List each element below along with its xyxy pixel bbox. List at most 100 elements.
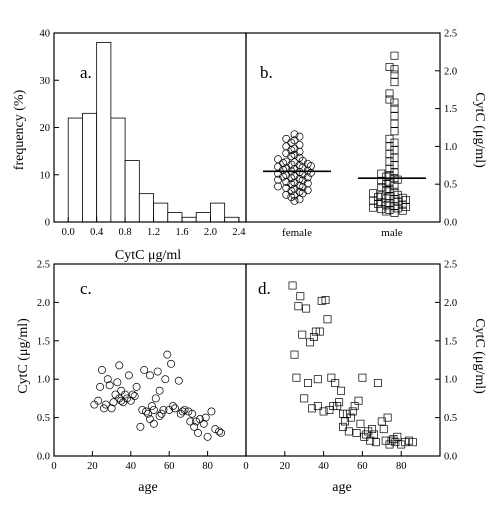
male-square-marker: [390, 104, 399, 113]
scatter-point-circle: [171, 404, 179, 413]
y-axis-a-tick-label: 40: [40, 29, 51, 40]
y-axis-d-tick-label: 0.5: [444, 413, 457, 424]
histogram-bar: [67, 117, 83, 223]
scatter-point-circle: [184, 407, 193, 416]
female-circle-marker: [303, 186, 312, 195]
scatter-point-square: [373, 379, 382, 387]
male-square-marker: [377, 191, 386, 200]
x-axis-c-tick-label: 80: [202, 461, 213, 472]
scatter-point-square: [356, 419, 365, 428]
x-axis-a-tick-label: 0.8: [119, 227, 132, 238]
scatter-point-circle: [153, 367, 162, 376]
scatter-point-circle: [132, 382, 141, 391]
scatter-point-square: [391, 438, 400, 447]
scatter-point-circle: [146, 371, 154, 380]
scatter-point-square: [339, 422, 347, 431]
y-axis-c-tick-label: 2.5: [37, 260, 50, 271]
scatter-point-square: [354, 396, 363, 405]
y-axis-d-tick-label: 0.0: [444, 452, 457, 463]
histogram-bar: [138, 193, 154, 223]
male-square-marker: [390, 98, 399, 107]
y-axis-c-tick-label: 2.0: [37, 298, 50, 309]
x-axis-d-tick-label: 40: [318, 461, 329, 472]
scatter-point-square: [348, 407, 357, 416]
histogram-bar: [224, 216, 240, 223]
scatter-point-circle: [119, 398, 128, 407]
male-square-marker: [382, 186, 391, 195]
histogram-bar: [110, 117, 126, 223]
female-circle-marker: [290, 136, 299, 145]
x-axis-c-tick-label: 40: [126, 461, 137, 472]
scatter-point-circle: [180, 405, 189, 414]
male-square-marker: [390, 168, 399, 177]
panel-d-tag: d.: [258, 279, 271, 298]
y-axis-a-tick-label: 10: [40, 170, 51, 181]
scatter-markers-d: [288, 281, 417, 449]
scatter-point-circle: [174, 376, 183, 385]
x-axis-d-tick-label: 0: [243, 461, 248, 472]
panel-a-x-axis-title: CytC μg/ml: [115, 248, 181, 263]
scatter-point-circle: [176, 409, 185, 418]
male-square-marker: [382, 201, 391, 210]
x-axis-a-tick-label: 2.0: [204, 227, 217, 238]
male-square-marker: [393, 175, 402, 184]
male-square-marker: [390, 195, 399, 204]
scatter-point-circle: [117, 386, 126, 395]
scatter-point-square: [331, 379, 340, 387]
scatter-point-square: [319, 407, 328, 416]
scatter-point-circle: [144, 409, 153, 418]
female-circle-marker: [274, 162, 283, 171]
scatter-point-circle: [163, 350, 172, 359]
scatter-point-circle: [195, 415, 204, 424]
scatter-point-square: [321, 296, 330, 305]
scatter-point-circle: [190, 422, 199, 431]
female-circle-marker: [282, 184, 291, 192]
scatter-point-circle: [126, 396, 135, 405]
male-square-marker: [385, 192, 394, 201]
scatter-point-circle: [178, 407, 187, 416]
female-circle-marker: [295, 153, 304, 162]
female-circle-marker: [290, 130, 299, 139]
scatter-point-circle: [155, 386, 164, 395]
male-square-marker: [385, 178, 394, 187]
scatter-point-square: [300, 394, 309, 403]
panel-a: 0 10 20 30 40 0.0 0.4 0.8 1.2 1.6 2.0 2.4 a. CytC μ…: [12, 29, 247, 263]
scatter-point-circle: [128, 390, 137, 399]
scatter-point-square: [408, 438, 417, 447]
scatter-point-square: [290, 350, 299, 359]
histogram-bar: [82, 112, 98, 223]
male-square-marker: [377, 183, 386, 192]
panel-d-axes: 0.0 0.5 1.0 1.5 2.0 2.5 0 20 40 60 80: [243, 260, 457, 473]
male-square-marker: [385, 63, 394, 71]
scatter-point-circle: [138, 405, 147, 414]
scatter-point-circle: [199, 419, 208, 428]
scatter-point-circle: [98, 366, 106, 374]
x-axis-d-tick-label: 20: [280, 461, 291, 472]
male-square-marker: [390, 70, 399, 79]
female-circle-marker: [295, 147, 304, 156]
scatter-point-square: [393, 432, 402, 441]
y-axis-d-tick-label: 2.5: [444, 260, 457, 271]
male-square-marker: [382, 207, 391, 216]
panel-a-y-axis-title: frequency (%): [12, 89, 27, 170]
male-square-marker: [385, 89, 394, 98]
scatter-point-square: [294, 302, 303, 311]
female-circle-marker: [282, 134, 291, 143]
scatter-point-circle: [217, 429, 225, 437]
scatter-point-square: [304, 379, 313, 387]
male-square-marker: [390, 202, 399, 211]
male-square-marker: [382, 194, 391, 203]
scatter-point-circle: [140, 366, 149, 374]
x-axis-a-tick-label: 2.4: [232, 227, 246, 238]
male-square-marker: [401, 196, 410, 205]
male-square-marker: [390, 181, 399, 190]
female-circle-marker: [274, 169, 283, 178]
panel-b: female male 0.0 0.5 1.0 1.5 2.0 2.5 b. CytC (μg…: [245, 29, 487, 239]
y-axis-b-tick-label: 0.5: [444, 180, 457, 191]
male-square-marker: [401, 202, 410, 211]
female-circle-marker: [274, 155, 283, 164]
scatter-point-circle: [113, 378, 122, 387]
male-square-marker: [377, 169, 386, 178]
panel-c-x-axis-title: age: [138, 480, 157, 495]
scatter-point-square: [313, 402, 322, 411]
